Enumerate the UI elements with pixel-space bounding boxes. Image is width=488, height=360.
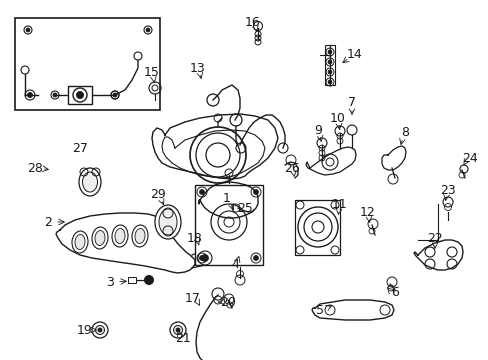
Ellipse shape	[112, 225, 128, 247]
Text: 14: 14	[346, 49, 362, 62]
Text: 20: 20	[220, 296, 235, 309]
Circle shape	[253, 189, 258, 194]
Circle shape	[201, 255, 208, 261]
Ellipse shape	[75, 234, 85, 249]
Text: 28: 28	[27, 162, 43, 175]
Text: 12: 12	[359, 207, 375, 220]
Ellipse shape	[92, 227, 108, 249]
Ellipse shape	[95, 230, 105, 246]
Ellipse shape	[135, 229, 145, 243]
Text: 21: 21	[175, 332, 190, 345]
Text: 8: 8	[400, 126, 408, 139]
Text: 19: 19	[77, 324, 93, 337]
Bar	[325, 45, 334, 85]
Text: 10: 10	[329, 112, 345, 125]
Circle shape	[113, 93, 117, 97]
Circle shape	[98, 328, 102, 332]
Circle shape	[21, 66, 29, 74]
Bar	[195, 185, 263, 265]
Text: 25: 25	[237, 202, 252, 215]
Text: 9: 9	[313, 123, 321, 136]
Text: 29: 29	[150, 189, 165, 202]
Bar	[15, 18, 160, 110]
Text: 13: 13	[190, 62, 205, 75]
Text: 15: 15	[144, 67, 160, 80]
Text: 22: 22	[426, 231, 442, 244]
Text: 3: 3	[106, 275, 114, 288]
Text: 4: 4	[231, 258, 239, 271]
Circle shape	[199, 189, 204, 194]
Text: 16: 16	[244, 15, 260, 28]
Circle shape	[327, 70, 331, 74]
Text: 27: 27	[72, 141, 88, 154]
Text: 23: 23	[439, 184, 455, 197]
Circle shape	[253, 256, 258, 261]
Circle shape	[173, 325, 182, 334]
Circle shape	[76, 91, 83, 99]
Circle shape	[53, 93, 57, 97]
Ellipse shape	[159, 209, 177, 235]
Ellipse shape	[115, 229, 125, 243]
Bar	[68, 86, 92, 104]
Circle shape	[327, 80, 331, 84]
Circle shape	[27, 93, 32, 98]
Circle shape	[327, 60, 331, 64]
Text: 1: 1	[223, 192, 230, 204]
Circle shape	[146, 28, 150, 32]
Text: 5: 5	[315, 303, 324, 316]
Text: 6: 6	[390, 287, 398, 300]
Text: 26: 26	[284, 162, 299, 175]
Ellipse shape	[132, 225, 148, 247]
Text: 24: 24	[461, 152, 477, 165]
Bar	[294, 200, 339, 255]
Circle shape	[26, 28, 30, 32]
Text: 7: 7	[347, 96, 355, 109]
Circle shape	[95, 325, 104, 334]
Ellipse shape	[72, 231, 88, 253]
Ellipse shape	[82, 172, 97, 192]
Text: 17: 17	[184, 292, 201, 305]
Text: 2: 2	[44, 216, 52, 229]
Circle shape	[199, 256, 204, 261]
Text: 11: 11	[331, 198, 347, 211]
Circle shape	[327, 50, 331, 54]
Ellipse shape	[155, 205, 181, 239]
Circle shape	[144, 275, 153, 284]
Text: 18: 18	[187, 231, 203, 244]
Circle shape	[176, 328, 180, 332]
Ellipse shape	[79, 168, 101, 196]
Bar	[128, 277, 136, 283]
Circle shape	[134, 52, 142, 60]
